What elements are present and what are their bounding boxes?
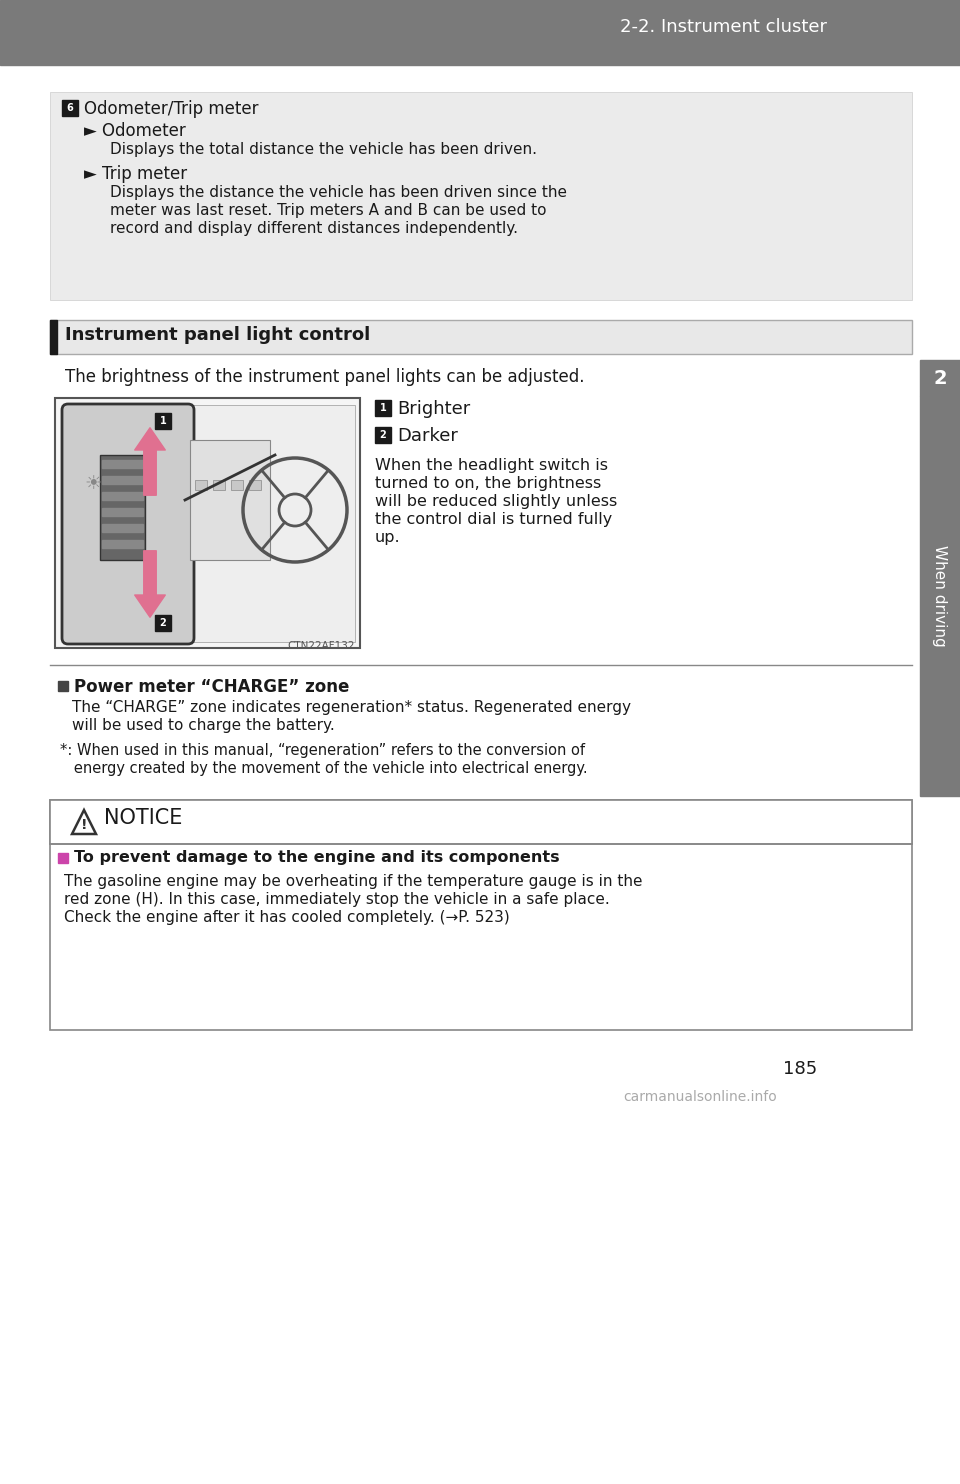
Text: turned to on, the brightness: turned to on, the brightness [375, 476, 601, 491]
FancyArrowPatch shape [134, 551, 165, 617]
Text: Darker: Darker [397, 427, 458, 445]
Text: When driving: When driving [932, 545, 948, 647]
Bar [102, 524, 143, 531]
Text: 6: 6 [66, 102, 73, 113]
Text: Power meter “CHARGE” zone: Power meter “CHARGE” zone [74, 678, 349, 696]
Text: will be used to charge the battery.: will be used to charge the battery. [72, 718, 335, 733]
Bar [375, 427, 391, 444]
Text: carmanualsonline.info: carmanualsonline.info [623, 1091, 777, 1104]
Bar [0, 0, 960, 65]
Text: Brighter: Brighter [397, 401, 470, 418]
Bar [231, 479, 243, 490]
Text: The gasoline engine may be overheating if the temperature gauge is in the: The gasoline engine may be overheating i… [64, 874, 642, 889]
Bar [50, 321, 912, 355]
Bar [155, 614, 171, 631]
Bar [213, 479, 225, 490]
Text: red zone (H). In this case, immediately stop the vehicle in a safe place.: red zone (H). In this case, immediately … [64, 892, 610, 907]
Bar [58, 853, 68, 864]
Text: 1: 1 [159, 416, 166, 426]
FancyBboxPatch shape [62, 404, 194, 644]
Text: When the headlight switch is: When the headlight switch is [375, 459, 608, 473]
Bar [62, 99, 78, 116]
Text: Instrument panel light control: Instrument panel light control [65, 326, 371, 344]
Text: NOTICE: NOTICE [104, 807, 182, 828]
Bar [102, 540, 143, 548]
Bar [102, 493, 143, 500]
Text: Displays the total distance the vehicle has been driven.: Displays the total distance the vehicle … [110, 142, 537, 157]
Text: The brightness of the instrument panel lights can be adjusted.: The brightness of the instrument panel l… [65, 368, 585, 386]
Text: ☀: ☀ [84, 475, 102, 494]
Bar [50, 321, 57, 355]
Text: 1: 1 [379, 404, 386, 413]
Bar [185, 405, 355, 643]
Text: The “CHARGE” zone indicates regeneration* status. Regenerated energy: The “CHARGE” zone indicates regeneration… [72, 700, 631, 715]
Text: the control dial is turned fully: the control dial is turned fully [375, 512, 612, 527]
Text: Displays the distance the vehicle has been driven since the: Displays the distance the vehicle has be… [110, 186, 567, 200]
Text: CTN22AF132: CTN22AF132 [287, 641, 355, 651]
Bar [155, 413, 171, 429]
Text: ► Trip meter: ► Trip meter [84, 165, 187, 183]
Text: 2: 2 [379, 430, 386, 439]
Bar [102, 476, 143, 484]
Text: !: ! [81, 818, 87, 833]
Text: Odometer/Trip meter: Odometer/Trip meter [84, 99, 258, 119]
Text: To prevent damage to the engine and its components: To prevent damage to the engine and its … [74, 850, 560, 865]
Bar [190, 439, 270, 559]
Bar [249, 479, 261, 490]
Bar [50, 92, 912, 300]
Bar [920, 361, 960, 396]
Bar [375, 401, 391, 416]
Bar [100, 456, 145, 559]
Bar [50, 800, 912, 1030]
Text: 2: 2 [933, 368, 947, 387]
Text: energy created by the movement of the vehicle into electrical energy.: energy created by the movement of the ve… [60, 761, 588, 776]
Text: 185: 185 [782, 1060, 817, 1077]
Text: *: When used in this manual, “regeneration” refers to the conversion of: *: When used in this manual, “regenerati… [60, 743, 585, 758]
Bar [102, 460, 143, 467]
Bar [50, 800, 912, 844]
Text: record and display different distances independently.: record and display different distances i… [110, 221, 518, 236]
Bar [102, 508, 143, 516]
Text: meter was last reset. Trip meters A and B can be used to: meter was last reset. Trip meters A and … [110, 203, 546, 218]
Text: Check the engine after it has cooled completely. (→P. 523): Check the engine after it has cooled com… [64, 910, 510, 925]
Bar [55, 398, 360, 649]
FancyArrowPatch shape [134, 427, 165, 496]
Text: 2: 2 [159, 617, 166, 628]
Text: will be reduced slightly unless: will be reduced slightly unless [375, 494, 617, 509]
Text: ► Odometer: ► Odometer [84, 122, 185, 139]
Bar [58, 681, 68, 692]
Bar [920, 396, 960, 795]
Bar [195, 479, 207, 490]
Text: 2-2. Instrument cluster: 2-2. Instrument cluster [620, 18, 827, 36]
Text: up.: up. [375, 530, 400, 545]
